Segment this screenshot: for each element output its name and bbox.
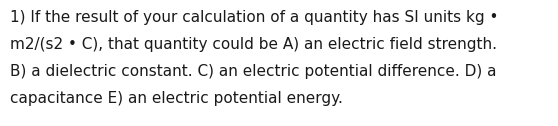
Text: B) a dielectric constant. C) an electric potential difference. D) a: B) a dielectric constant. C) an electric… (10, 64, 497, 79)
Text: m2/(s2 • C), that quantity could be A) an electric field strength.: m2/(s2 • C), that quantity could be A) a… (10, 37, 497, 52)
Text: 1) If the result of your calculation of a quantity has SI units kg •: 1) If the result of your calculation of … (10, 10, 498, 25)
Text: capacitance E) an electric potential energy.: capacitance E) an electric potential ene… (10, 91, 343, 106)
